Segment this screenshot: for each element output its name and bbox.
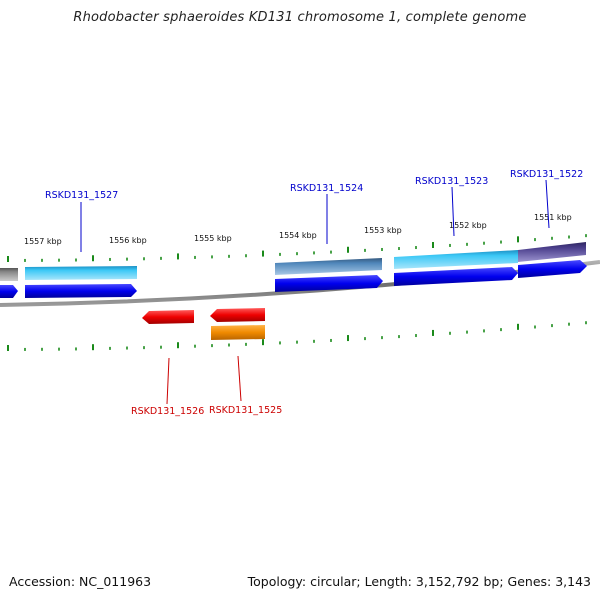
scale-label-1556kbp: 1556 kbp [109, 236, 147, 245]
gene-bar-rskd131-1527[interactable] [25, 266, 137, 280]
cds-arrow-rskd131-1524[interactable] [275, 275, 383, 292]
gene-label-rskd131-1522[interactable]: RSKD131_1522 [510, 169, 583, 180]
scale-label-1555kbp: 1555 kbp [194, 234, 232, 243]
genome-summary-text: Topology: circular; Length: 3,152,792 bp… [247, 574, 591, 589]
scale-label-1551kbp: 1551 kbp [534, 213, 572, 222]
gene-label-rskd131-1523[interactable]: RSKD131_1523 [415, 176, 488, 187]
scale-label-1557kbp: 1557 kbp [24, 237, 62, 246]
gene-bar-gray-left[interactable] [0, 268, 18, 281]
gene-bar-rskd131-1525[interactable] [211, 325, 265, 340]
forward-cds-track [0, 260, 587, 298]
cds-arrow-rskd131-1527[interactable] [25, 284, 137, 298]
accession-text: Accession: NC_011963 [9, 574, 152, 589]
scale-label-1553kbp: 1553 kbp [364, 226, 402, 235]
outer-tick-track [7, 234, 587, 262]
reverse-cds-track [142, 308, 265, 340]
inner-tick-track [7, 321, 587, 351]
cds-arrow-rskd131-1526[interactable] [142, 310, 194, 324]
forward-gene-track [0, 242, 586, 281]
gene-label-rskd131-1527[interactable]: RSKD131_1527 [45, 190, 118, 201]
map-title: Rhodobacter sphaeroides KD131 chromosome… [73, 10, 527, 25]
cds-arrow-rskd131-1522[interactable] [518, 260, 587, 278]
gene-bar-rskd131-1524[interactable] [275, 258, 382, 275]
cds-arrow-left-edge[interactable] [0, 285, 18, 298]
scale-label-1554kbp: 1554 kbp [279, 231, 317, 240]
gene-bar-rskd131-1522[interactable] [518, 242, 586, 262]
gene-bar-rskd131-1523[interactable] [394, 250, 518, 269]
gene-label-rskd131-1525[interactable]: RSKD131_1525 [209, 405, 282, 416]
gene-label-rskd131-1524[interactable]: RSKD131_1524 [290, 183, 363, 194]
cds-arrow-rskd131-1523[interactable] [394, 267, 518, 286]
gene-label-rskd131-1526[interactable]: RSKD131_1526 [131, 406, 204, 417]
forward-gene-labels: RSKD131_1527 RSKD131_1524 RSKD131_1523 R… [45, 169, 583, 252]
scale-label-1552kbp: 1552 kbp [449, 221, 487, 230]
reverse-gene-labels: RSKD131_1526 RSKD131_1525 [131, 355, 282, 417]
cds-arrow-rskd131-1525[interactable] [210, 308, 265, 322]
